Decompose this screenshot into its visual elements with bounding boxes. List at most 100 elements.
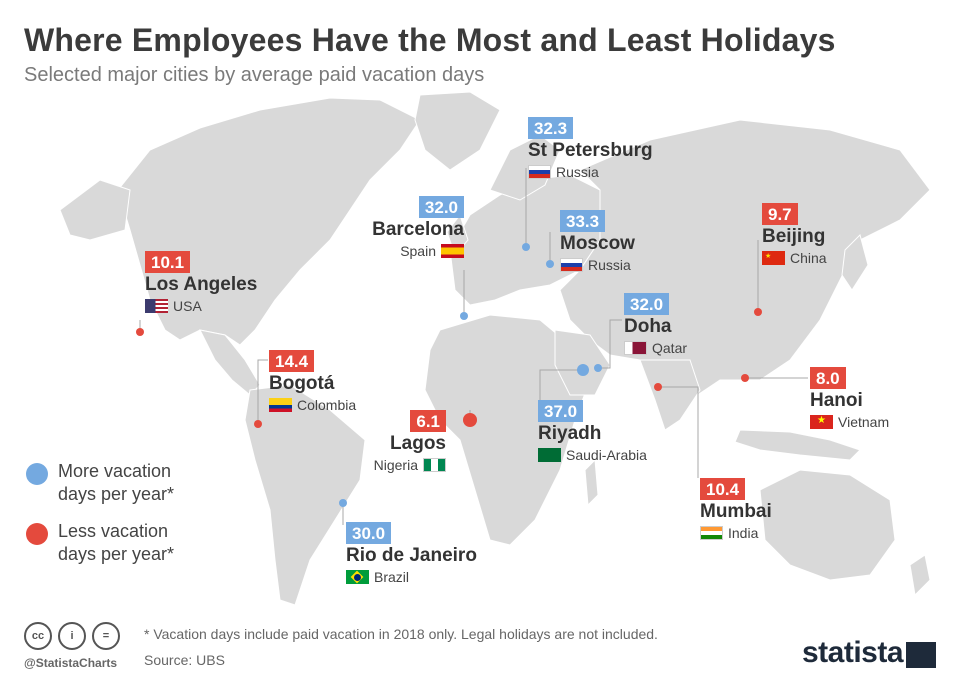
indonesia-landmass: [734, 429, 861, 461]
asia-landmass: [559, 119, 931, 401]
city-name: St Petersburg: [528, 140, 653, 161]
new-zealand-landmass: [909, 554, 931, 597]
city-name: Doha: [624, 316, 672, 337]
city-name: Lagos: [390, 433, 446, 454]
qatar-flag-icon: [624, 341, 647, 355]
country-name: Colombia: [297, 397, 357, 413]
russia-flag-icon: [528, 165, 551, 179]
marker-hanoi: [741, 374, 749, 382]
label-hanoi: 8.0 Hanoi ★ Vietnam: [810, 367, 889, 430]
page-title: Where Employees Have the Most and Least …: [24, 22, 836, 58]
footnote: * Vacation days include paid vacation in…: [144, 626, 658, 642]
country-name: Russia: [556, 164, 599, 180]
value-badge: 30.0: [346, 522, 392, 544]
city-name: Hanoi: [810, 390, 863, 411]
value-badge: 32.0: [418, 196, 464, 218]
label-doha: 32.0 Doha Qatar: [624, 293, 687, 356]
leader-bogota: [257, 359, 268, 424]
country-name: Spain: [400, 243, 436, 259]
social-handle[interactable]: @StatistaCharts: [24, 656, 118, 670]
arabia-landmass: [554, 329, 611, 396]
brazil-flag-icon: [346, 570, 369, 584]
value-badge: 32.0: [624, 293, 670, 315]
value-badge: 10.4: [700, 478, 746, 500]
city-name: Moscow: [560, 233, 635, 254]
value-badge: 37.0: [538, 400, 584, 422]
scandinavia-landmass: [489, 134, 561, 201]
marker-rio: [339, 499, 347, 507]
spain-flag-icon: [441, 244, 464, 258]
label-barcelona: 32.0 Barcelona Spain: [364, 196, 464, 259]
page-subtitle: Selected major cities by average paid va…: [24, 64, 485, 86]
label-st-petersburg: 32.3 St Petersburg Russia: [528, 117, 653, 180]
city-name: Beijing: [762, 226, 826, 247]
country-name: Russia: [588, 257, 631, 273]
marker-lagos: [463, 413, 477, 427]
marker-los-angeles: [136, 328, 144, 336]
marker-st-petersburg: [522, 243, 530, 251]
vietnam-flag-icon: ★: [810, 415, 833, 429]
city-name: Mumbai: [700, 501, 772, 522]
colombia-flag-icon: [269, 398, 292, 412]
india-flag-icon: [700, 526, 723, 540]
country-name: Nigeria: [373, 457, 418, 473]
world-map: [59, 91, 931, 606]
label-riyadh: 37.0 Riyadh Saudi-Arabia: [538, 400, 647, 463]
city-name: Rio de Janeiro: [346, 545, 477, 566]
legend-less-line1: Less vacation: [58, 521, 169, 541]
country-name: Vietnam: [838, 414, 890, 430]
japan-landmass: [841, 234, 869, 291]
india-landmass: [639, 359, 701, 431]
marker-doha: [594, 364, 602, 372]
leader-mumbai: [658, 386, 699, 478]
statista-logo[interactable]: statista: [802, 636, 904, 669]
country-name: Qatar: [652, 340, 688, 356]
label-beijing: 9.7 Beijing ★ China: [762, 203, 827, 266]
legend-more-dot: [26, 463, 48, 485]
greenland-landmass: [414, 91, 501, 171]
legend-less-dot: [26, 523, 48, 545]
label-los-angeles: 10.1 Los Angeles USA: [145, 251, 257, 314]
usa-flag-icon: [145, 299, 168, 313]
country-name: USA: [173, 298, 202, 314]
marker-mumbai: [654, 383, 662, 391]
city-name: Barcelona: [372, 219, 464, 240]
no-derivatives-icon: =: [92, 622, 120, 650]
north-america-landmass: [117, 97, 421, 346]
city-name: Riyadh: [538, 423, 602, 444]
value-badge: 6.1: [410, 410, 446, 432]
creative-commons-icons: cc i =: [24, 622, 120, 650]
label-mumbai: 10.4 Mumbai India: [700, 478, 772, 541]
label-lagos: 6.1 Lagos Nigeria: [346, 410, 446, 473]
marker-riyadh: [577, 364, 589, 376]
australia-landmass: [759, 469, 896, 581]
leader-doha: [598, 319, 622, 369]
south-america-landmass: [244, 384, 366, 606]
city-name: Bogotá: [269, 373, 335, 394]
legend-more-line1: More vacation: [58, 461, 172, 481]
legend-more-line2: days per year*: [58, 484, 175, 504]
country-name: Saudi-Arabia: [566, 447, 647, 463]
city-name: Los Angeles: [145, 274, 258, 295]
nigeria-flag-icon: [423, 458, 446, 472]
country-name: China: [790, 250, 827, 266]
cc-icon: cc: [24, 622, 52, 650]
value-badge: 8.0: [810, 367, 846, 389]
value-badge: 32.3: [528, 117, 574, 139]
value-badge: 33.3: [560, 210, 606, 232]
attribution-icon: i: [58, 622, 86, 650]
madagascar-landmass: [584, 458, 599, 507]
country-name: Brazil: [374, 569, 410, 585]
value-badge: 10.1: [145, 251, 191, 273]
saudi-arabia-flag-icon: [538, 448, 561, 462]
value-badge: 14.4: [269, 350, 315, 372]
country-name: India: [728, 525, 759, 541]
source: Source: UBS: [144, 652, 225, 668]
label-bogota: 14.4 Bogotá Colombia: [269, 350, 356, 413]
value-badge: 9.7: [762, 203, 798, 225]
marker-barcelona: [460, 312, 468, 320]
marker-moscow: [546, 260, 554, 268]
alaska-landmass: [59, 179, 131, 241]
marker-beijing: [754, 308, 762, 316]
russia-flag-icon: [560, 258, 583, 272]
